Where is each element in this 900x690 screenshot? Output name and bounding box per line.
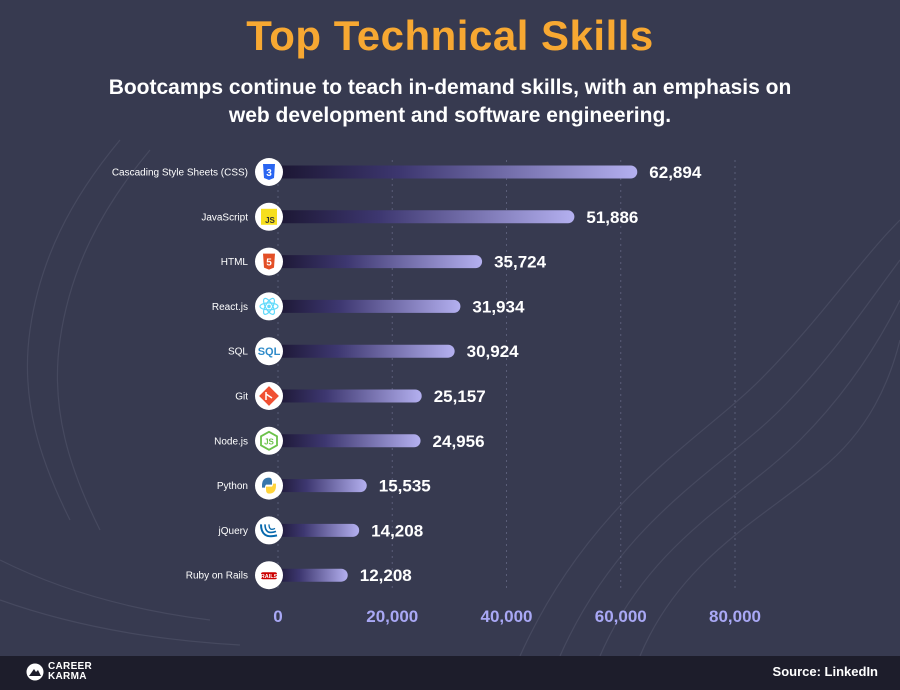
career-karma-logo: CAREER KARMA: [26, 662, 92, 682]
jquery-icon: [255, 516, 283, 545]
bar: [274, 165, 638, 179]
career-karma-logo-icon: [26, 663, 44, 681]
bar: [274, 255, 483, 269]
svg-text:3: 3: [266, 168, 272, 179]
source-credit: Source: LinkedIn: [772, 664, 878, 679]
bar: [274, 568, 348, 582]
value-label: 14,208: [371, 521, 423, 540]
value-label: 35,724: [494, 253, 547, 272]
x-tick-label: 40,000: [481, 607, 533, 626]
value-label: 24,956: [433, 432, 485, 451]
sql-icon: SQL: [255, 337, 283, 366]
value-label: 51,886: [586, 208, 638, 227]
svg-text:RAILS: RAILS: [261, 574, 278, 580]
value-label: 12,208: [360, 566, 412, 585]
value-label: 25,157: [434, 387, 486, 406]
category-label: SQL: [228, 347, 248, 358]
react-icon: [255, 292, 283, 321]
svg-text:5: 5: [266, 258, 272, 269]
chart-subtitle: Bootcamps continue to teach in-demand sk…: [108, 76, 792, 127]
x-tick-label: 0: [273, 607, 282, 626]
value-label: 30,924: [467, 342, 520, 361]
svg-text:SQL: SQL: [258, 346, 281, 358]
css3-icon: 3: [255, 158, 283, 186]
category-label: Node.js: [214, 436, 248, 447]
category-label: Cascading Style Sheets (CSS): [112, 168, 248, 179]
category-label: Git: [235, 392, 248, 403]
nodejs-icon: JS: [255, 426, 283, 455]
x-tick-label: 80,000: [709, 607, 761, 626]
python-icon: [255, 471, 283, 500]
footer: CAREER KARMA Source: LinkedIn: [0, 656, 900, 690]
category-label: JavaScript: [201, 212, 248, 223]
bar: [274, 389, 422, 403]
html5-icon: 5: [255, 247, 283, 276]
bar: [274, 434, 421, 448]
value-label: 15,535: [379, 477, 431, 496]
bar-chart: 3 JS 5 SQL JS RAILS Cascading Style Sheets (C…: [112, 158, 761, 626]
logo-text: CAREER KARMA: [48, 661, 93, 682]
chart-title: Top Technical Skills: [246, 12, 654, 59]
x-tick-label: 60,000: [595, 607, 647, 626]
category-label: jQuery: [218, 526, 248, 537]
value-label: 62,894: [649, 163, 702, 182]
rails-icon: RAILS: [255, 561, 283, 590]
bar: [274, 344, 455, 358]
javascript-icon: JS: [255, 202, 283, 231]
value-label: 31,934: [472, 297, 525, 316]
bar: [274, 299, 461, 313]
background-contours: [0, 139, 900, 656]
svg-text:JS: JS: [264, 437, 274, 446]
bar: [274, 210, 575, 224]
git-icon: [255, 382, 283, 410]
bar: [274, 523, 360, 537]
bar: [274, 479, 367, 493]
x-tick-label: 20,000: [366, 607, 418, 626]
category-label: Python: [217, 481, 248, 492]
svg-text:JS: JS: [265, 216, 275, 225]
category-label: HTML: [221, 257, 249, 268]
category-label: Ruby on Rails: [186, 571, 248, 582]
category-label: React.js: [212, 302, 248, 313]
